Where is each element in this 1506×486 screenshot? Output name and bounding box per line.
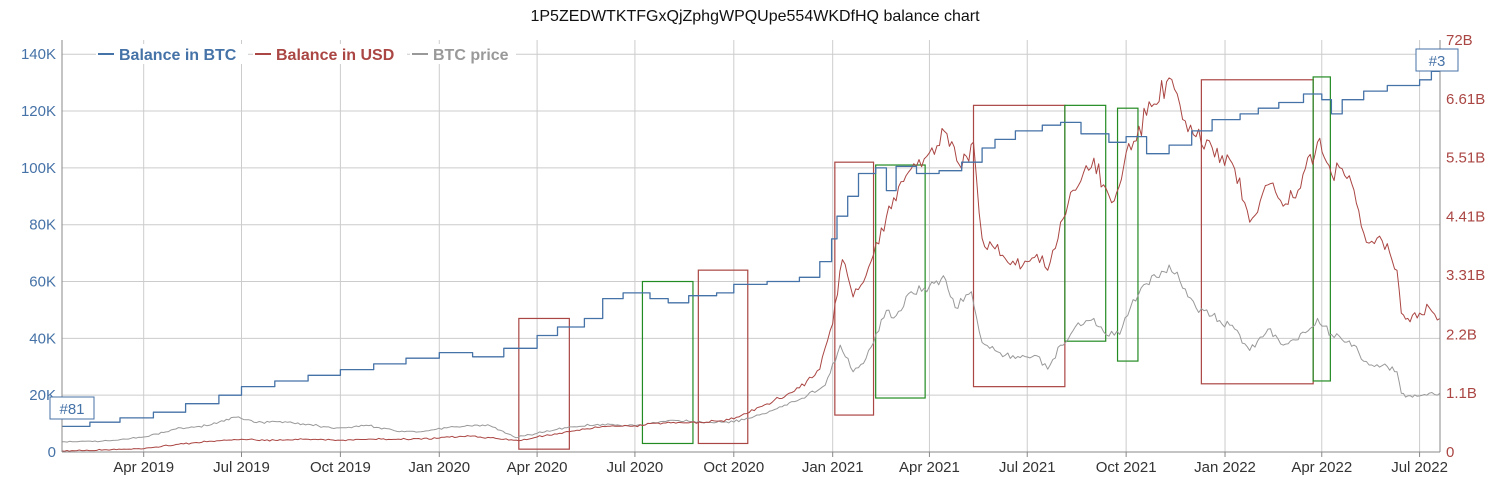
highlight-box bbox=[1064, 104, 1107, 342]
legend-item[interactable]: BTC price bbox=[410, 44, 516, 64]
x-tick-label: Jul 2021 bbox=[999, 459, 1056, 476]
x-tick-label: Oct 2021 bbox=[1096, 459, 1157, 476]
x-tick-label: Oct 2020 bbox=[703, 459, 764, 476]
highlight-box bbox=[697, 269, 749, 445]
rank-label-box bbox=[1415, 48, 1459, 72]
y-right-tick-label: 3.31B bbox=[1446, 267, 1485, 284]
legend-label: Balance in USD bbox=[276, 47, 394, 64]
legend-item-bg bbox=[96, 44, 248, 64]
series-line-balance-in-usd bbox=[61, 77, 1441, 452]
highlight-box bbox=[1312, 76, 1331, 382]
highlight-box bbox=[834, 161, 875, 416]
y-left-tick-label: 140K bbox=[21, 46, 56, 63]
axes: 0 20K 40K 60K 80K 100K 120K 140K 0 1.1B 2.2B 3.31B 4… bbox=[21, 32, 1485, 476]
y-right-tick-label: 6.61B bbox=[1446, 91, 1485, 108]
legend-label: Balance in BTC bbox=[119, 47, 237, 64]
series-line-btc-price bbox=[61, 264, 1441, 443]
y-left-tick-label: 20K bbox=[29, 387, 56, 404]
rank-labels: #81 #3 bbox=[49, 48, 1459, 420]
y-right-tick-label: 2.2B bbox=[1446, 326, 1477, 343]
y-left-tick-label: 60K bbox=[29, 274, 56, 291]
y-right-tick-label: 72B bbox=[1446, 32, 1473, 49]
x-tick-label: Jul 2022 bbox=[1391, 459, 1448, 476]
x-tick-label: Apr 2019 bbox=[113, 459, 174, 476]
legend-item-bg bbox=[410, 44, 516, 64]
grid bbox=[62, 40, 1440, 453]
y-left-tick-label: 0 bbox=[48, 444, 56, 461]
legend-item[interactable]: Balance in BTC bbox=[96, 44, 248, 64]
y-right-tick-label: 1.1B bbox=[1446, 385, 1477, 402]
series-lines bbox=[61, 65, 1441, 452]
chart-title: 1P5ZEDWTKTFGxQjZphgWPQUpe554WKDfHQ balan… bbox=[530, 8, 980, 25]
x-tick-label: Apr 2020 bbox=[507, 459, 568, 476]
series-line-balance-in-btc bbox=[62, 65, 1441, 428]
x-tick-label: Apr 2021 bbox=[899, 459, 960, 476]
x-tick-label: Jul 2019 bbox=[213, 459, 270, 476]
x-tick-label: Jan 2020 bbox=[408, 459, 470, 476]
y-right-tick-label: 5.51B bbox=[1446, 150, 1485, 167]
rank-label-end: #3 bbox=[1415, 48, 1459, 72]
highlight-box bbox=[641, 280, 694, 445]
legend-label: BTC price bbox=[433, 47, 509, 64]
legend-item-bg bbox=[253, 44, 407, 64]
rank-label-text: #81 bbox=[59, 401, 84, 418]
y-left-tick-label: 100K bbox=[21, 160, 56, 177]
legend[interactable]: Balance in BTC Balance in USD BTC price bbox=[96, 44, 516, 64]
x-tick-label: Jan 2022 bbox=[1194, 459, 1256, 476]
y-right-tick-label: 4.41B bbox=[1446, 208, 1485, 225]
rank-label-text: #3 bbox=[1429, 53, 1446, 70]
x-tick-label: Jul 2020 bbox=[607, 459, 664, 476]
highlight-box bbox=[1116, 107, 1139, 362]
y-left-tick-label: 120K bbox=[21, 103, 56, 120]
y-right-tick-label: 0 bbox=[1446, 444, 1454, 461]
highlight-box bbox=[875, 164, 926, 399]
rank-label-start: #81 bbox=[49, 396, 95, 420]
x-tick-label: Oct 2019 bbox=[310, 459, 371, 476]
legend-item[interactable]: Balance in USD bbox=[253, 44, 407, 64]
rank-label-box bbox=[49, 396, 95, 420]
y-left-tick-label: 80K bbox=[29, 217, 56, 234]
x-tick-label: Jan 2021 bbox=[802, 459, 864, 476]
y-left-tick-label: 40K bbox=[29, 330, 56, 347]
x-tick-label: Apr 2022 bbox=[1291, 459, 1352, 476]
highlight-box bbox=[518, 317, 570, 450]
highlight-boxes bbox=[518, 76, 1331, 450]
